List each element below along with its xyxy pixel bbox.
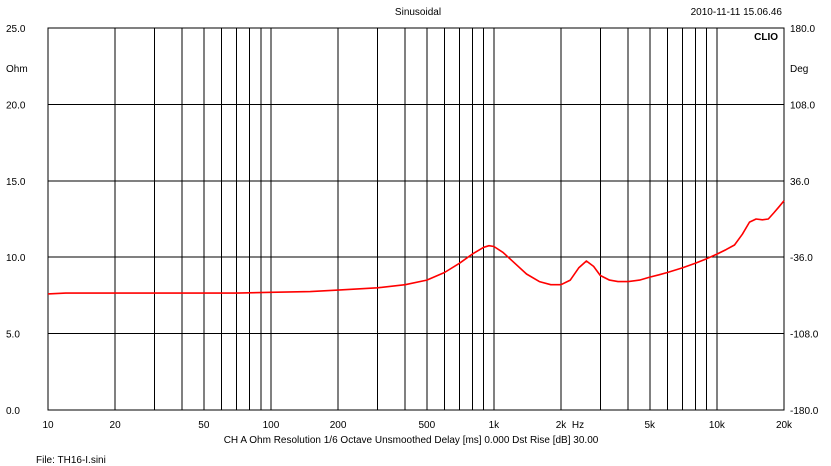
x-tick-label: 100 <box>263 420 280 431</box>
x-tick-label: 500 <box>418 420 435 431</box>
y-axis-unit-right: Deg <box>790 64 808 75</box>
x-tick-label: 1k <box>489 420 501 431</box>
y-tick-label: 15.0 <box>6 177 26 188</box>
impedance-curve <box>47 200 785 295</box>
y2-tick-label: -36.0 <box>790 253 813 264</box>
y-tick-label: 0.0 <box>6 406 20 417</box>
x-axis-unit-label: Hz <box>572 420 584 431</box>
plot-area <box>47 27 785 411</box>
x-tick-label: 10k <box>709 420 726 431</box>
y-tick-label: 5.0 <box>6 330 20 341</box>
y2-tick-label: 180.0 <box>790 24 815 35</box>
y-tick-label: 20.0 <box>6 100 26 111</box>
y2-tick-label: -108.0 <box>790 330 819 341</box>
x-tick-label: 50 <box>198 420 210 431</box>
clio-brand-logo: CLIO <box>754 32 778 43</box>
file-name-label: File: TH16-I.sini <box>36 455 106 466</box>
x-tick-label: 20 <box>110 420 122 431</box>
grid-lines <box>48 28 784 410</box>
x-tick-label: 20k <box>776 420 793 431</box>
series-layer <box>47 200 785 295</box>
timestamp-label: 2010-11-11 15.06.46 <box>691 7 783 18</box>
y-tick-label: 10.0 <box>6 253 26 264</box>
measurement-mode-label: Sinusoidal <box>395 7 441 18</box>
y-tick-label: 25.0 <box>6 24 26 35</box>
y-axis-unit-left: Ohm <box>6 64 28 75</box>
x-tick-label: 10 <box>42 420 54 431</box>
measurement-settings-label: CH A Ohm Resolution 1/6 Octave Unsmoothe… <box>224 435 599 446</box>
x-tick-label: 2k <box>556 420 568 431</box>
y2-tick-label: -180.0 <box>790 406 819 417</box>
x-tick-label: 200 <box>330 420 347 431</box>
tick-labels: 10 20 50 100 200 500 1k 2k 5k 10k 20k 0.0 5.0 10.0 15.… <box>6 24 819 431</box>
y2-tick-label: 108.0 <box>790 100 815 111</box>
y2-tick-label: 36.0 <box>790 177 810 188</box>
x-tick-label: 5k <box>644 420 656 431</box>
